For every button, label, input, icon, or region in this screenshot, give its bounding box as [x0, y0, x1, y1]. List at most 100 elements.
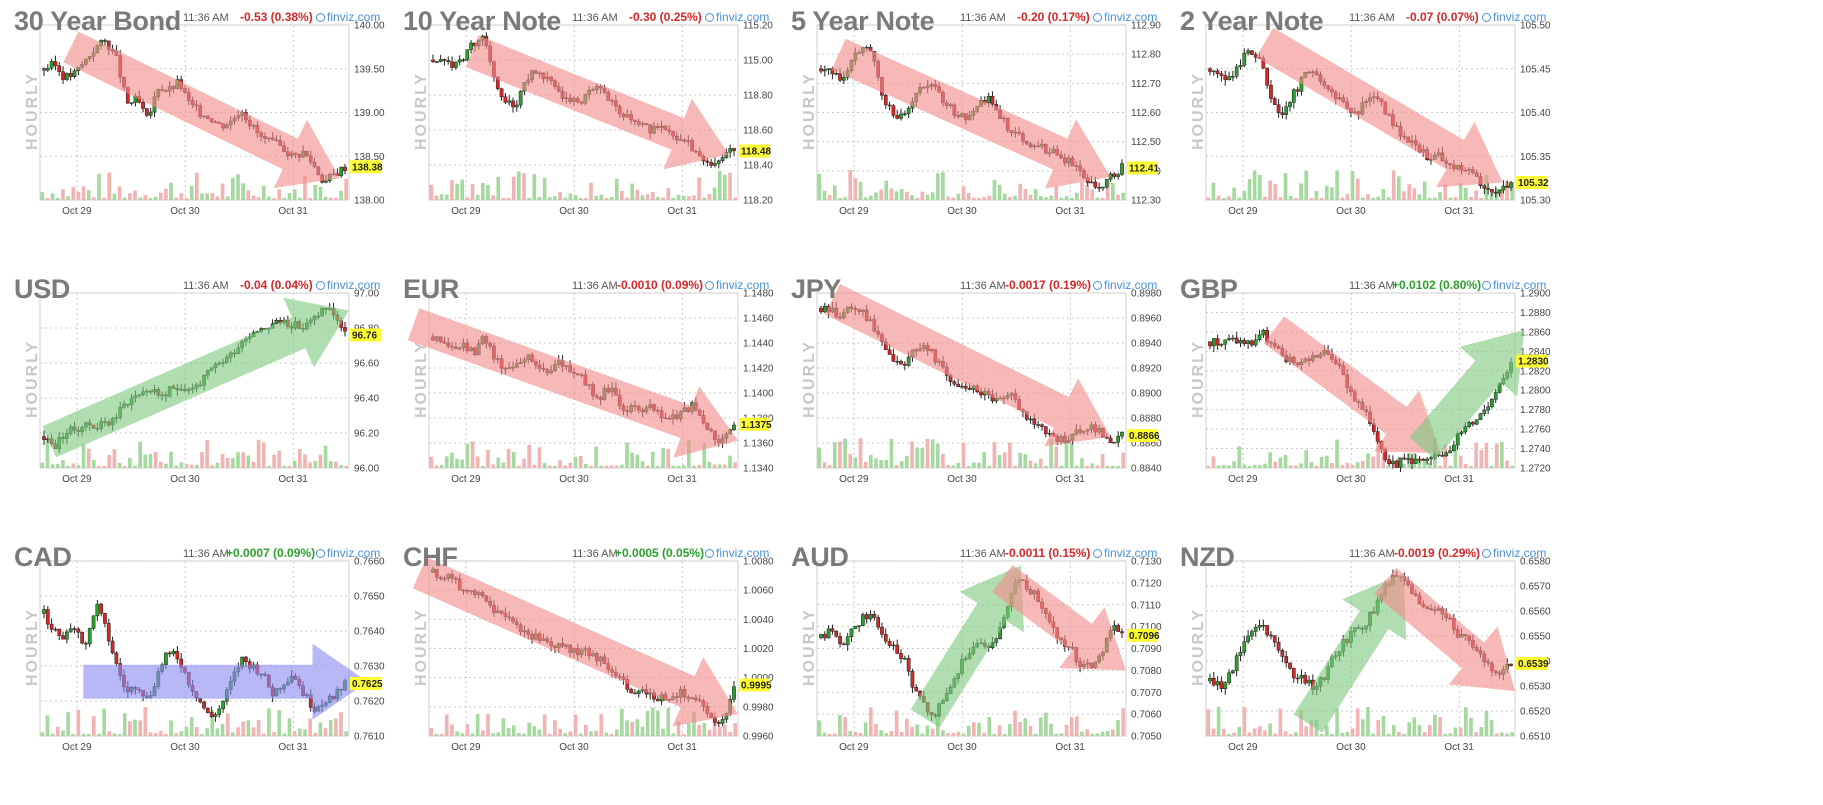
chart-panel-jpy[interactable]: 0.8980 0.8960 0.8940 0.8920 0.8900 0.8880 0.88…: [777, 268, 1232, 533]
volume-bar: [439, 464, 444, 468]
candle-body: [57, 628, 62, 636]
finviz-link[interactable]: finviz.com: [705, 10, 769, 24]
volume-bar: [1018, 452, 1022, 468]
volume-bar: [723, 464, 727, 468]
candle-body: [887, 640, 892, 646]
finviz-link[interactable]: finviz.com: [1093, 546, 1157, 560]
candle-body: [1116, 174, 1121, 177]
finviz-icon: [1482, 549, 1491, 558]
volume-bar: [858, 438, 863, 468]
chart-panel-cad[interactable]: 0.7660 0.7650 0.7640 0.7630 0.7620 0.7610 Oct …: [0, 536, 455, 801]
candle-body: [1280, 650, 1285, 657]
volume-bar: [328, 720, 333, 736]
volume-bar: [107, 455, 112, 468]
volume-bar: [1033, 733, 1038, 736]
volume-bar: [905, 191, 909, 200]
chart-panel-chf[interactable]: 1.00801.00601.00401.00201.00000.99800.99…: [389, 536, 844, 801]
volume-bar: [133, 719, 137, 736]
chart-panel-5-year-note[interactable]: 112.90112.80112.70112.60112.50112.40112.…: [777, 0, 1232, 265]
trend-arrow: [412, 557, 738, 727]
candle-body: [1246, 635, 1250, 642]
volume-bar: [1330, 463, 1334, 468]
volume-bar: [702, 722, 707, 736]
finviz-link[interactable]: finviz.com: [1482, 10, 1546, 24]
volume-bar: [879, 189, 883, 200]
volume-bar: [102, 197, 106, 200]
volume-bar: [251, 195, 256, 200]
x-tick-label: Oct 29: [451, 474, 481, 485]
volume-bar: [1453, 446, 1458, 468]
volume-bar: [1371, 733, 1375, 736]
finviz-link[interactable]: finviz.com: [1093, 278, 1157, 292]
volume-bar: [930, 728, 935, 736]
volume-bar: [486, 449, 490, 468]
chart-panel-aud[interactable]: 0.7130 0.7120 0.7110 0.7100 0.7090 0.7080 0.70…: [777, 536, 1232, 801]
candle-body: [53, 61, 58, 67]
volume-bar: [578, 733, 583, 736]
volume-bar: [444, 194, 449, 200]
volume-bar: [935, 443, 940, 468]
chart-time: 11:36 AM: [183, 12, 229, 24]
volume-bar: [817, 447, 822, 468]
y-tick-label: 112.60: [1131, 108, 1161, 119]
volume-bar: [434, 733, 439, 736]
candle-body: [1227, 76, 1231, 81]
volume-bar: [1500, 442, 1504, 468]
candle-body: [1231, 670, 1235, 674]
candle-body: [1028, 418, 1033, 421]
volume-bar: [231, 732, 235, 736]
y-tick-label: 1.1400: [743, 389, 774, 400]
chart-panel-eur[interactable]: 1.14801.14601.14401.14201.14001.13801.13…: [389, 268, 844, 533]
volume-bar: [164, 188, 168, 200]
volume-bar: [977, 722, 981, 736]
candle-body: [68, 73, 73, 77]
volume-bar: [645, 194, 650, 200]
chart-panel-nzd[interactable]: 0.65800.65700.65600.65500.65400.65300.65…: [1166, 536, 1621, 801]
chart-panel-gbp[interactable]: 1.2900 1.2880 1.2860 1.2840 1.2820 1.2800 1.27…: [1166, 268, 1621, 533]
finviz-link[interactable]: finviz.com: [1093, 10, 1157, 24]
volume-bar: [1242, 464, 1247, 468]
finviz-link[interactable]: finviz.com: [705, 546, 769, 560]
volume-bar: [71, 733, 76, 736]
finviz-link[interactable]: finviz.com: [1482, 278, 1546, 292]
last-price-marker: [1516, 176, 1547, 189]
volume-bar: [594, 195, 598, 200]
volume-bar: [55, 726, 60, 736]
volume-bar: [1100, 453, 1105, 468]
finviz-link[interactable]: finviz.com: [1482, 546, 1546, 560]
finviz-link[interactable]: finviz.com: [316, 10, 380, 24]
chart-panel-30-year-bond[interactable]: 140.00 139.50 139.00 138.50 138.00 Oct 29 Oct …: [0, 0, 455, 265]
volume-bar: [625, 720, 629, 736]
volume-bar: [1397, 731, 1401, 736]
candle-body: [1272, 635, 1277, 643]
volume-bar: [491, 733, 495, 736]
volume-bar: [1075, 716, 1079, 736]
volume-bar: [838, 441, 842, 468]
candle-body: [1097, 186, 1101, 189]
volume-bar: [282, 733, 287, 736]
volume-bar: [215, 196, 220, 200]
chart-panel-10-year-note[interactable]: 115.20 115.00 118.80 118.60 118.40 118.20 Oct …: [389, 0, 844, 265]
x-tick-label: Oct 29: [839, 474, 869, 485]
volume-bar: [848, 170, 853, 200]
finviz-link[interactable]: finviz.com: [705, 278, 769, 292]
candle-body: [822, 305, 827, 313]
chart-panel-2-year-note[interactable]: 105.50 105.45 105.40 105.35 105.30 Oct 29 Oct …: [1166, 0, 1621, 265]
volume-bar: [465, 724, 470, 736]
volume-bar: [894, 710, 899, 736]
finviz-link[interactable]: finviz.com: [316, 278, 380, 292]
volume-bar: [45, 197, 50, 200]
finviz-link[interactable]: finviz.com: [316, 546, 380, 560]
y-tick-label: 1.1420: [743, 364, 774, 375]
volume-bar: [935, 173, 940, 200]
volume-bar: [997, 184, 1002, 200]
volume-bar: [920, 447, 925, 468]
volume-bar: [1350, 728, 1355, 736]
volume-bar: [905, 455, 909, 468]
volume-bar: [1500, 732, 1504, 736]
volume-bar: [1044, 465, 1048, 468]
volume-bar: [1458, 727, 1463, 736]
candle-body: [834, 630, 839, 637]
hourly-label: HOURLY: [801, 607, 818, 686]
